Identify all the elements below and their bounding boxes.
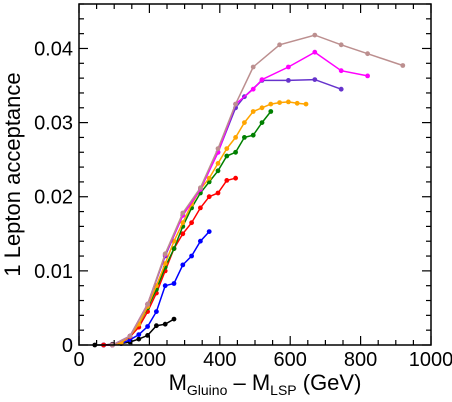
data-point: [259, 77, 265, 82]
data-point: [198, 238, 203, 244]
data-point: [180, 262, 186, 268]
data-point: [145, 301, 151, 307]
data-point: [338, 68, 344, 74]
data-point: [127, 333, 133, 339]
series-line: [103, 177, 236, 346]
data-point: [338, 42, 344, 48]
y-tick-label: 0.03: [34, 113, 73, 135]
data-point: [338, 86, 344, 92]
x-label-suffix: (GeV): [297, 370, 362, 395]
data-point: [136, 336, 142, 342]
data-point: [250, 86, 256, 92]
data-point: [171, 246, 177, 252]
data-point: [215, 168, 221, 174]
data-point: [400, 63, 406, 68]
data-point: [277, 42, 282, 48]
series-5: [110, 99, 309, 348]
data-point: [136, 332, 142, 337]
data-point: [365, 51, 370, 57]
data-point: [154, 323, 159, 329]
data-point: [215, 146, 221, 152]
x-tick-label: 600: [274, 349, 307, 371]
y-tick-label: 0.04: [34, 38, 73, 60]
x-tick-label: 0: [73, 349, 84, 371]
data-point: [180, 231, 186, 237]
series-line: [112, 34, 404, 346]
x-label-sub1: Gluino: [187, 382, 228, 398]
data-point: [294, 100, 300, 106]
data-point: [206, 175, 212, 181]
data-point: [233, 135, 239, 140]
data-point: [162, 283, 168, 289]
series-4: [110, 109, 274, 348]
data-point: [171, 281, 177, 286]
x-label-prefix: M: [169, 370, 187, 395]
data-point: [189, 253, 195, 259]
data-point: [277, 100, 282, 105]
x-axis-label: MGluino – MLSP (GeV): [169, 370, 362, 398]
data-point: [259, 105, 265, 111]
data-point: [250, 132, 256, 138]
data-point: [259, 120, 265, 125]
data-point: [198, 185, 203, 191]
data-point: [162, 321, 168, 327]
data-point: [312, 77, 318, 82]
x-tick-label: 400: [203, 349, 236, 371]
data-point: [268, 109, 274, 114]
y-tick-label: 0.02: [34, 187, 73, 209]
data-point: [224, 153, 230, 159]
y-tick-label: 0: [62, 335, 73, 357]
data-point: [206, 229, 212, 235]
data-point: [365, 73, 370, 79]
data-point: [303, 101, 309, 107]
data-point: [312, 32, 318, 38]
data-point: [233, 101, 239, 107]
data-point: [145, 324, 151, 329]
data-point: [286, 99, 291, 105]
data-point: [154, 309, 159, 314]
y-axis-label: 1 Lepton acceptance: [0, 72, 25, 276]
series-line: [112, 111, 272, 346]
data-point: [286, 78, 291, 83]
series-6: [110, 77, 344, 348]
data-point: [250, 109, 256, 114]
y-tick-label: 0.01: [34, 261, 73, 283]
data-point: [215, 161, 221, 166]
data-point: [180, 210, 186, 216]
data-point: [162, 261, 168, 266]
data-point: [286, 64, 291, 70]
series-line: [112, 101, 307, 346]
data-point: [206, 194, 212, 200]
x-tick-label: 1000: [409, 349, 452, 371]
data-point: [242, 135, 247, 140]
data-point: [233, 175, 239, 181]
data-point: [215, 190, 221, 196]
series-8: [110, 32, 406, 348]
data-point: [268, 101, 274, 107]
data-point: [224, 178, 230, 183]
data-point: [171, 316, 177, 322]
data-point: [189, 220, 195, 226]
data-point: [242, 120, 247, 125]
data-point: [162, 251, 168, 257]
x-label-mid: – M: [227, 370, 270, 395]
tick-labels: 0 200 400 600 800 1000 0 0.01 0.02 0.03 0.04: [34, 38, 452, 371]
axis-ticks: [78, 3, 432, 346]
data-point: [180, 220, 186, 226]
data-point: [198, 205, 203, 211]
data-point: [250, 64, 256, 70]
plot-frame: [78, 3, 432, 346]
x-tick-label: 200: [133, 349, 166, 371]
x-label-sub2: LSP: [270, 382, 296, 398]
data-point: [312, 49, 318, 55]
x-tick-label: 800: [344, 349, 377, 371]
data-point: [224, 146, 230, 152]
plot-marks: [92, 32, 406, 348]
data-point: [233, 149, 239, 155]
